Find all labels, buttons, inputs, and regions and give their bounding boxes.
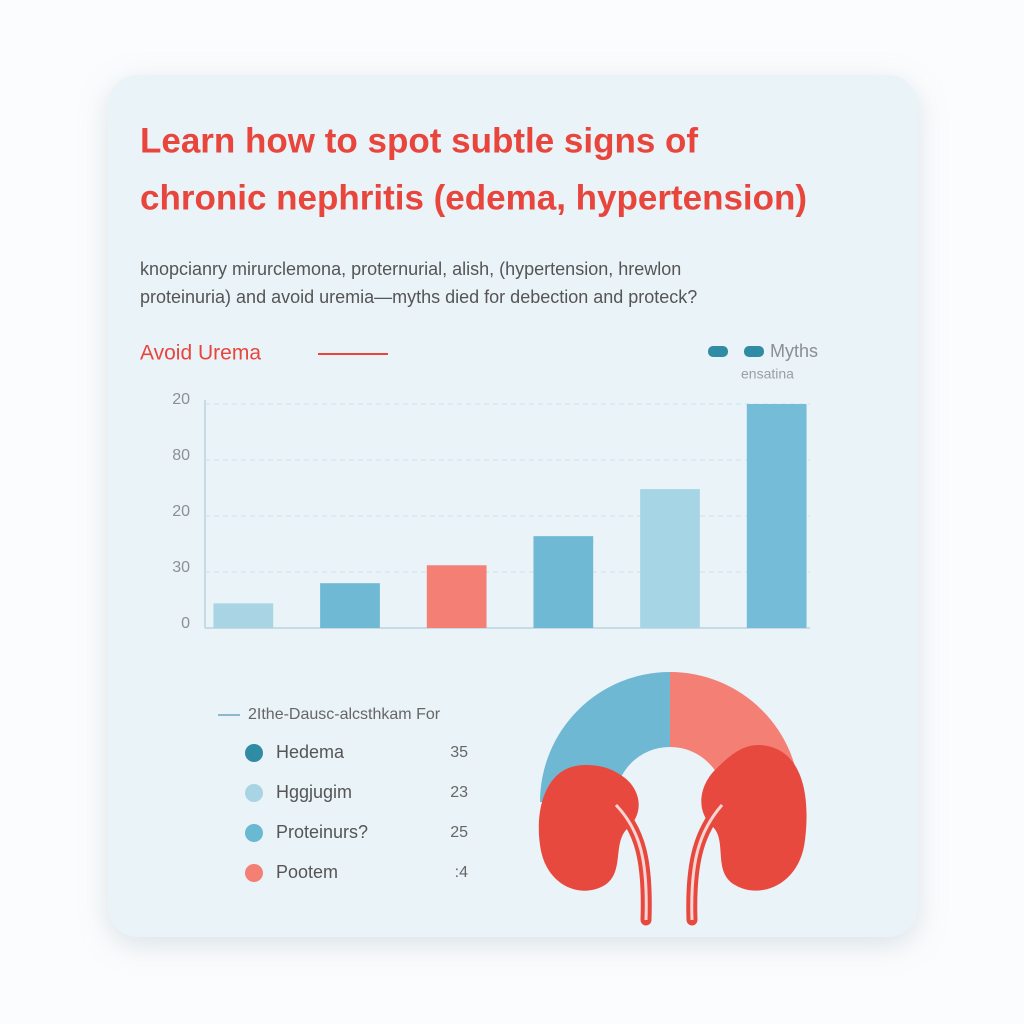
bar-chart: 0 30 20 80 20 (172, 391, 810, 632)
list-dot (245, 864, 263, 882)
list-label: Hedema (276, 742, 345, 762)
legend-label: Myths (770, 341, 818, 361)
list-label: Pootem (276, 862, 338, 882)
list-label: Proteinurs? (276, 822, 368, 842)
legend-swatch (744, 346, 764, 357)
legend-swatch (708, 346, 728, 357)
y-tick-label: 20 (172, 503, 190, 520)
y-tick-label: 0 (181, 615, 190, 632)
list-label: Hggjugim (276, 782, 352, 802)
bar (426, 565, 487, 628)
list-value: 23 (450, 784, 468, 801)
bar (746, 404, 807, 628)
list-dot (245, 784, 263, 802)
y-tick-label: 30 (172, 559, 190, 576)
list-heading: 2Ithe-Dausc-alcsthkam For (248, 706, 441, 723)
bar (533, 536, 594, 628)
title-line: chronic nephritis (edema, hypertension) (140, 178, 807, 217)
y-tick-label: 20 (172, 391, 190, 408)
kidney-illustration (538, 672, 807, 926)
title-line: Learn how to spot subtle signs of (140, 121, 698, 160)
y-tick-label: 80 (172, 447, 190, 464)
list: Hedema 35 Hggjugim 23 Proteinurs? 25 Pootem :4 (245, 742, 468, 882)
list-dot (245, 744, 263, 762)
list-value: 35 (450, 744, 468, 761)
list-value: 25 (450, 824, 468, 841)
list-value: :4 (455, 864, 468, 881)
section-heading: Avoid Urema (140, 342, 261, 365)
bar (213, 603, 274, 628)
bar (640, 489, 700, 628)
bar (320, 583, 380, 628)
legend-sublabel: ensatina (741, 366, 794, 382)
list-dot (245, 824, 263, 842)
subtitle-line: proteinuria) and avoid uremia—myths died… (140, 287, 697, 307)
subtitle-line: knopcianry mirurclemona, proternurial, a… (140, 259, 681, 279)
